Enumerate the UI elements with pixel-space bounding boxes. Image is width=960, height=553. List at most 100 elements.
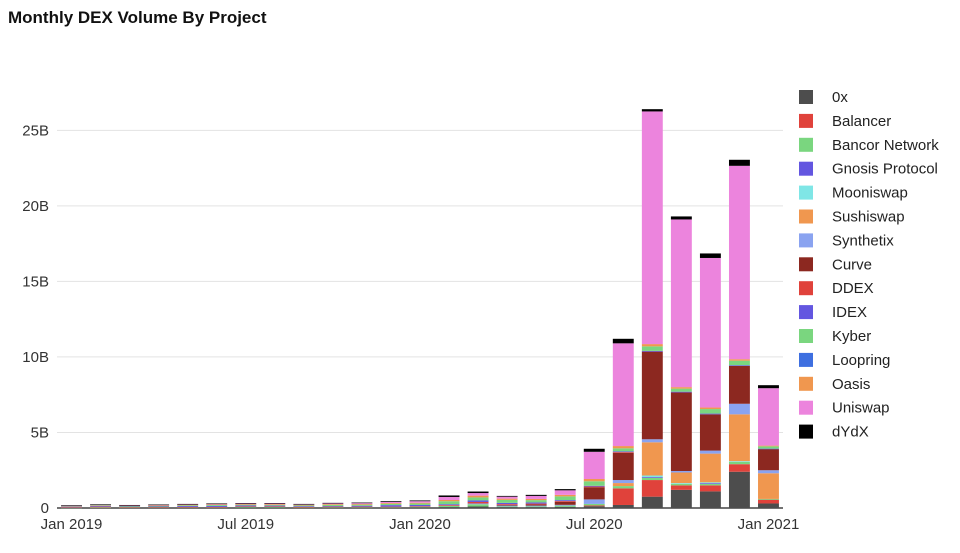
bar-segment — [467, 506, 489, 508]
bar-segment — [554, 490, 576, 495]
bar-segment — [438, 495, 460, 497]
y-tick-label: 20B — [22, 198, 49, 215]
bars — [61, 109, 779, 509]
bar-segment — [148, 505, 170, 507]
bar-segment — [670, 216, 692, 220]
bar-segment — [90, 505, 112, 507]
legend-label: IDEX — [832, 304, 867, 321]
bar-segment — [641, 496, 663, 508]
legend-label: Balancer — [832, 113, 891, 130]
bar-segment — [641, 477, 663, 478]
bar-segment — [322, 502, 344, 504]
bar-segment — [206, 503, 228, 505]
bar-segment — [351, 507, 373, 508]
legend-label: Mooniswap — [832, 185, 908, 202]
bar-segment — [206, 507, 228, 509]
bar-segment — [119, 505, 141, 506]
x-tick-label: Jul 2020 — [566, 516, 623, 533]
bar-segment — [612, 446, 634, 449]
bar-segment — [90, 506, 112, 508]
bar-segment — [670, 483, 692, 486]
legend-label: Gnosis Protocol — [832, 161, 938, 178]
bar-segment — [293, 506, 315, 508]
bar-segment — [699, 413, 721, 415]
bar-segment — [90, 504, 112, 505]
bar-segment — [264, 506, 286, 507]
bar-segment — [293, 505, 315, 507]
bar-segment — [496, 504, 518, 505]
bar-segment — [554, 501, 576, 502]
bar-segment — [90, 507, 112, 508]
bar-segment — [670, 472, 692, 484]
bar-segment — [583, 486, 605, 488]
bar-segment — [177, 503, 199, 505]
bar-segment — [758, 388, 779, 446]
bar-segment — [235, 507, 257, 509]
bar-segment — [758, 449, 779, 471]
bar-segment — [177, 507, 199, 508]
bar-segment — [177, 505, 199, 507]
bar-segment — [177, 506, 199, 508]
bar-segment — [612, 452, 634, 453]
bar-segment — [409, 500, 431, 502]
bar-segment — [496, 498, 518, 500]
bar-segment — [264, 506, 286, 508]
bar-segment — [351, 505, 373, 507]
bar-segment — [409, 506, 431, 507]
bar-segment — [438, 504, 460, 506]
bar-segment — [206, 507, 228, 508]
y-tick-label: 10B — [22, 349, 49, 366]
bar-segment — [758, 448, 779, 450]
bar-segment — [235, 504, 257, 506]
bar-segment — [699, 253, 721, 258]
bar-segment — [235, 503, 257, 505]
bar-segment — [728, 414, 750, 462]
bar-segment — [496, 499, 518, 503]
bar-segment — [119, 506, 141, 507]
bar-segment — [380, 503, 402, 506]
bar-segment — [554, 501, 576, 505]
bar-segment — [525, 502, 547, 504]
bar-segment — [235, 506, 257, 507]
legend-swatch — [799, 281, 813, 296]
bar-segment — [322, 507, 344, 508]
bar-segment — [235, 506, 257, 508]
legend-swatch — [799, 185, 813, 200]
bar-segment — [641, 477, 663, 481]
bar-segment — [264, 504, 286, 505]
bar-segment — [612, 343, 634, 447]
bar-segment — [322, 506, 344, 508]
bar-segment — [641, 475, 663, 478]
legend-label: Synthetix — [832, 232, 894, 249]
bar-segment — [148, 506, 170, 508]
bar-segment — [554, 506, 576, 508]
bar-segment — [351, 506, 373, 508]
bar-segment — [293, 506, 315, 507]
bar-segment — [758, 445, 779, 447]
bar-segment — [554, 489, 576, 491]
legend-label: Kyber — [832, 328, 871, 345]
bar-segment — [380, 501, 402, 504]
bar-segment — [467, 497, 489, 501]
bar-segment — [641, 480, 663, 497]
bar-segment — [670, 489, 692, 508]
bar-segment — [119, 504, 141, 506]
bar-segment — [670, 470, 692, 473]
bar-segment — [612, 338, 634, 344]
bar-segment — [177, 506, 199, 507]
bar-segment — [90, 507, 112, 509]
bar-segment — [583, 487, 605, 500]
bar-segment — [670, 485, 692, 490]
bar-segment — [583, 506, 605, 508]
legend-swatch — [799, 233, 813, 248]
bar-segment — [525, 495, 547, 499]
bar-segment — [496, 502, 518, 505]
bar-segment — [583, 505, 605, 507]
bar-segment — [61, 507, 82, 508]
legend-swatch — [799, 352, 813, 367]
legend-swatch — [799, 305, 813, 320]
legend-swatch — [799, 424, 813, 439]
legend-label: Loopring — [832, 352, 890, 369]
bar-segment — [728, 471, 750, 508]
bar-segment — [583, 481, 605, 486]
